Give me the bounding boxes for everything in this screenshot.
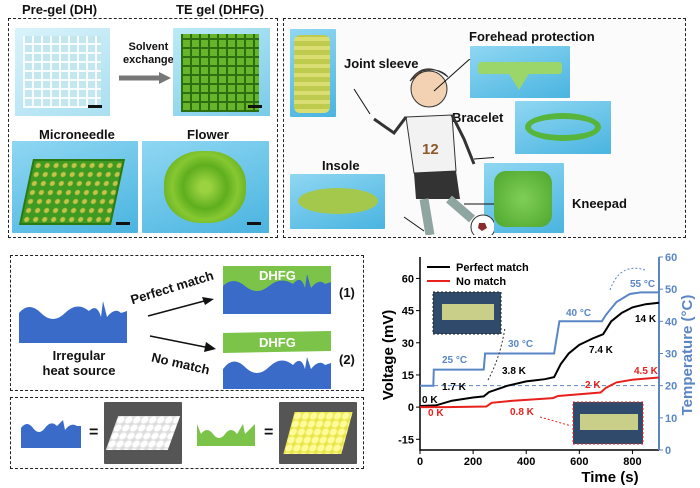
arrow-icon — [147, 297, 214, 317]
y-tick-label: 15 — [402, 370, 414, 382]
temp-label-40: 40 °C — [566, 308, 591, 319]
y-tick-label: 45 — [402, 306, 414, 318]
insole-label: Insole — [322, 158, 360, 173]
legend-nomatch: No match — [456, 276, 506, 288]
applications-panel: Joint sleeve Forehead protection Bracele… — [283, 18, 686, 238]
forehead-photo — [470, 46, 570, 98]
x-tick-label: 800 — [623, 456, 641, 468]
temp-label-30: 30 °C — [508, 339, 533, 350]
joint-sleeve-photo — [290, 29, 336, 117]
scale-bar — [247, 222, 261, 225]
pregel-label: Pre-gel (DH) — [22, 2, 98, 17]
arrow-right-icon — [119, 72, 171, 84]
temperature-line — [420, 291, 659, 387]
legend-perfect: Perfect match — [456, 262, 529, 274]
microneedle-label: Microneedle — [39, 127, 115, 142]
heat-source-model-photo — [104, 402, 182, 464]
scale-bar — [248, 105, 262, 108]
dhfg-label: DHFG — [259, 268, 296, 283]
y-axis-label: Voltage (mV) — [380, 310, 397, 401]
x-axis-label: Time (s) — [581, 469, 638, 486]
gel-shape — [197, 424, 255, 446]
black-dt-0: 0 K — [422, 395, 438, 406]
tegel-photo — [173, 28, 270, 116]
y2-tick-label: 30 — [665, 349, 677, 361]
perfect-match-line — [419, 301, 660, 407]
matching-schematic-panel: Irregular heat source Perfect match No ma… — [10, 255, 364, 391]
x-tick-label: 0 — [417, 456, 423, 468]
x-tick-label: 400 — [517, 456, 535, 468]
scale-bar — [116, 222, 130, 225]
annotation-arrow — [609, 267, 646, 291]
black-dt-3: 7.4 K — [589, 345, 614, 356]
black-dt-2: 3.8 K — [502, 366, 527, 377]
y-tick-label: -15 — [398, 434, 414, 446]
kneepad-photo — [484, 163, 564, 233]
joint-sleeve-label: Joint sleeve — [344, 56, 419, 71]
y2-tick-label: 40 — [665, 316, 677, 328]
arrow-icon — [149, 335, 216, 352]
flower-photo — [142, 141, 269, 233]
red-dt-2: 2 K — [585, 380, 601, 391]
flower-label: Flower — [187, 127, 229, 142]
equals-sign: = — [89, 424, 99, 441]
y2-tick-label: 10 — [665, 413, 677, 425]
perfect-match-diagram: DHFG — [223, 266, 331, 314]
red-dt-1: 0.8 K — [510, 407, 535, 418]
kneepad-label: Kneepad — [572, 196, 627, 211]
y2-tick-label: 50 — [665, 284, 677, 296]
forehead-label: Forehead protection — [469, 29, 595, 44]
gel-model-photo — [279, 402, 357, 464]
y2-tick-label: 60 — [665, 252, 677, 264]
heat-source-shape — [21, 420, 81, 448]
solvent-exchange-label: Solvent exchange — [123, 41, 174, 66]
equals-sign: = — [264, 424, 274, 441]
case-1-label: (1) — [339, 285, 355, 300]
irregular-heat-source-shape — [19, 301, 127, 343]
dhfg-label: DHFG — [259, 335, 296, 350]
scale-bar — [88, 105, 102, 108]
x-tick-label: 200 — [464, 456, 482, 468]
jersey-number: 12 — [422, 141, 439, 158]
insole-photo — [290, 174, 385, 229]
pregel-photo — [15, 28, 110, 116]
y2-tick-label: 20 — [665, 381, 677, 393]
annotation-arrow — [539, 416, 572, 427]
soccer-player-illustration: 12 — [353, 59, 494, 235]
y2-tick-label: 0 — [665, 445, 671, 457]
x-tick-label: 600 — [570, 456, 588, 468]
no-match-diagram: DHFG — [223, 331, 331, 389]
temp-label-55: 55 °C — [630, 279, 655, 290]
red-dt-3: 4.5 K — [634, 366, 659, 377]
no-match-line — [420, 376, 660, 409]
case-2-label: (2) — [339, 352, 355, 367]
black-dt-1: 1.7 K — [442, 382, 467, 393]
inset-photo-perfect — [432, 291, 502, 335]
bracelet-label: Bracelet — [452, 110, 504, 125]
microneedle-photo — [12, 141, 138, 233]
annotation-arrow — [487, 327, 506, 381]
y2-axis-label: Temperature (°C) — [679, 295, 696, 416]
inset-photo-nomatch — [572, 401, 644, 445]
red-dt-0: 0 K — [428, 408, 444, 419]
y-tick-label: 0 — [408, 402, 414, 414]
temp-label-25: 25 °C — [442, 355, 467, 366]
black-dt-4: 14 K — [635, 314, 657, 325]
irregular-heat-source-label: Irregular heat source — [42, 348, 116, 378]
printed-models-panel: = = — [10, 397, 364, 469]
fabrication-panel: Solvent exchange Microneedle Flower — [8, 18, 278, 238]
bracelet-photo — [515, 101, 611, 154]
y-tick-label: 30 — [402, 338, 414, 350]
y-tick-label: 60 — [402, 273, 414, 285]
tegel-label: TE gel (DHFG) — [176, 2, 265, 17]
